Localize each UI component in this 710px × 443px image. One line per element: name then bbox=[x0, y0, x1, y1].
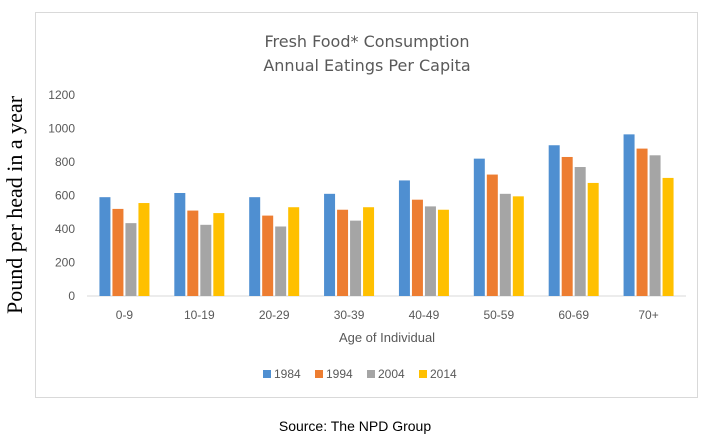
bar-1994-0-9 bbox=[112, 208, 124, 296]
bar-2014-0-9 bbox=[138, 203, 150, 296]
bar-2004-70+ bbox=[649, 155, 661, 296]
bar-2004-30-39 bbox=[350, 220, 362, 296]
x-tick-label: 0-9 bbox=[116, 308, 134, 322]
legend-swatch-1984 bbox=[263, 370, 271, 378]
legend-label-1984: 1984 bbox=[274, 367, 301, 381]
bar-1984-30-39 bbox=[324, 193, 336, 296]
x-tick-label: 70+ bbox=[638, 308, 658, 322]
y-tick-label: 600 bbox=[55, 189, 75, 203]
bar-1984-60-69 bbox=[548, 145, 560, 296]
bar-2004-20-29 bbox=[275, 226, 287, 296]
bar-2014-20-29 bbox=[288, 207, 300, 296]
bar-2014-60-69 bbox=[587, 182, 599, 296]
bar-1984-10-19 bbox=[174, 192, 186, 296]
y-tick-label: 1000 bbox=[48, 122, 75, 136]
x-axis-title: Age of Individual bbox=[339, 330, 435, 345]
legend-label-2014: 2014 bbox=[430, 367, 457, 381]
legend-label-1994: 1994 bbox=[326, 367, 353, 381]
x-tick-label: 30-39 bbox=[334, 308, 365, 322]
legend-swatch-2014 bbox=[419, 370, 427, 378]
chart-title-line-1: Fresh Food* Consumption bbox=[264, 32, 469, 51]
bar-1994-60-69 bbox=[561, 156, 573, 296]
bar-1994-10-19 bbox=[187, 210, 199, 296]
y-tick-label: 400 bbox=[55, 222, 75, 236]
x-tick-label: 20-29 bbox=[259, 308, 290, 322]
source-note: Source: The NPD Group bbox=[278, 418, 432, 434]
x-tick-label: 40-49 bbox=[409, 308, 440, 322]
bar-1984-40-49 bbox=[398, 180, 410, 296]
bar-1984-70+ bbox=[623, 134, 635, 296]
bar-2014-10-19 bbox=[213, 213, 225, 296]
y-tick-label: 0 bbox=[68, 289, 75, 303]
bar-2014-70+ bbox=[662, 177, 674, 296]
legend-swatch-1994 bbox=[315, 370, 323, 378]
bar-1994-30-39 bbox=[337, 209, 349, 296]
bar-2004-0-9 bbox=[125, 223, 137, 296]
bar-2004-40-49 bbox=[424, 206, 436, 296]
legend-label-2004: 2004 bbox=[378, 367, 405, 381]
y-tick-label: 200 bbox=[55, 256, 75, 270]
bar-2014-30-39 bbox=[363, 207, 375, 296]
x-tick-label: 10-19 bbox=[184, 308, 215, 322]
bar-1984-0-9 bbox=[99, 197, 111, 296]
bar-2004-60-69 bbox=[574, 167, 586, 296]
bar-1994-70+ bbox=[636, 148, 648, 296]
chart-title-line-2: Annual Eatings Per Capita bbox=[263, 56, 470, 75]
bar-1984-50-59 bbox=[473, 158, 485, 296]
bar-1994-50-59 bbox=[486, 174, 498, 296]
x-tick-label: 50-59 bbox=[483, 308, 514, 322]
bar-1984-20-29 bbox=[249, 197, 261, 296]
bar-1994-40-49 bbox=[411, 199, 423, 296]
y-tick-label: 800 bbox=[55, 155, 75, 169]
bar-2004-50-59 bbox=[499, 193, 511, 296]
bar-2014-40-49 bbox=[437, 209, 449, 296]
bar-1994-20-29 bbox=[262, 215, 274, 296]
legend-swatch-2004 bbox=[367, 370, 375, 378]
x-tick-label: 60-69 bbox=[558, 308, 589, 322]
y-tick-label: 1200 bbox=[48, 88, 75, 102]
bar-2014-50-59 bbox=[512, 196, 524, 296]
bar-2004-10-19 bbox=[200, 224, 212, 296]
